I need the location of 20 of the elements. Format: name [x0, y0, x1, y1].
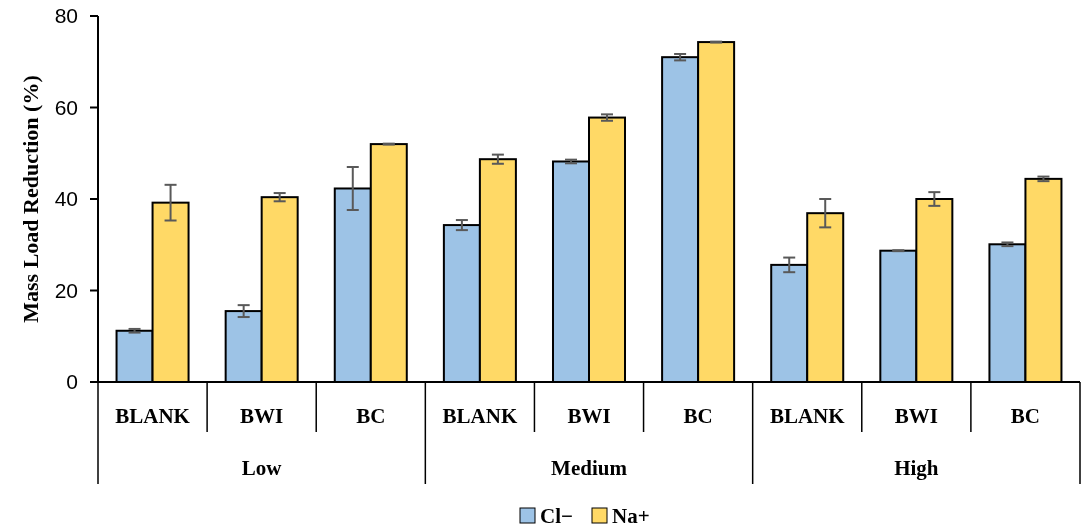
x-tick-label: BC: [1010, 404, 1041, 429]
y-tick-label: 20: [54, 278, 78, 302]
y-tick-label: 80: [54, 4, 78, 28]
x-tick-label: BWI: [240, 404, 284, 429]
y-axis-title: Mass Load Reduction (%): [17, 75, 43, 323]
x-tick-label: BC: [683, 404, 713, 429]
x-tick-label: BLANK: [769, 404, 846, 429]
y-tick-label: 60: [54, 95, 78, 119]
x-tick-label: BLANK: [115, 404, 191, 429]
y-tick-label: 0: [66, 370, 78, 394]
x-tick-label: BC: [356, 404, 386, 429]
legend-label: Na+: [612, 504, 650, 529]
x-tick-label: BLANK: [442, 404, 518, 429]
text: High: [894, 456, 939, 481]
x-tick-label: BWI: [894, 404, 938, 429]
y-tick-label: 40: [54, 187, 78, 211]
legend-label: Cl−: [540, 504, 573, 529]
x-tick-label: BWI: [567, 404, 611, 429]
text: Low: [241, 456, 283, 481]
text: Medium: [551, 456, 628, 481]
